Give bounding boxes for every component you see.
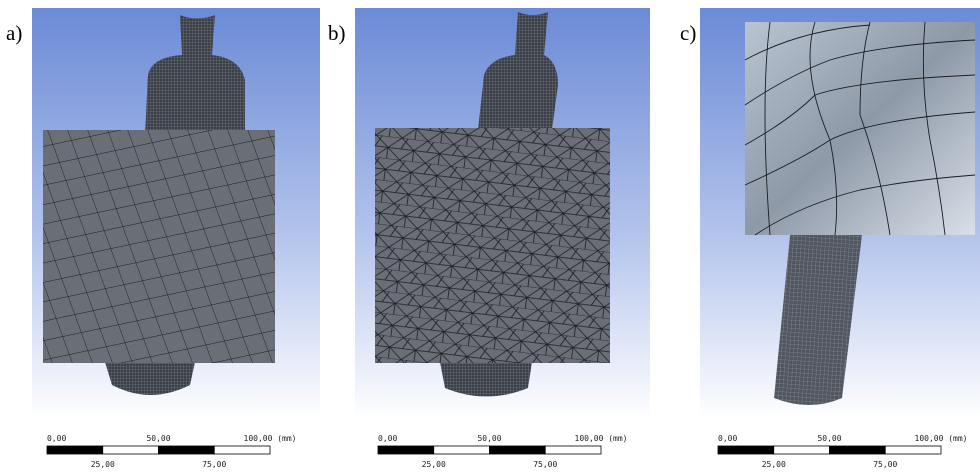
scale-label: 25,00: [422, 460, 446, 469]
panel-label: c): [680, 21, 696, 45]
scale-label: 100,00 (mm): [244, 434, 297, 443]
scale-segment: [47, 446, 103, 454]
mesh-zoom: [43, 130, 275, 363]
scale-segment: [159, 446, 215, 454]
scale-segment: [774, 446, 830, 454]
scale-label: 50,00: [146, 434, 170, 443]
scale-label: 75,00: [202, 460, 226, 469]
figure: a) 0,00 50,00 100,00 (mm) 25,00 75,00 b) 0,00 50…: [0, 0, 980, 475]
scale-segment: [434, 446, 490, 454]
scale-segment: [214, 446, 270, 454]
scale-segment: [378, 446, 434, 454]
panel-label: a): [6, 21, 22, 45]
scale-label: 75,00: [533, 460, 557, 469]
scale-segment: [103, 446, 159, 454]
scale-segment: [545, 446, 601, 454]
scale-segment: [718, 446, 774, 454]
scale-label: 25,00: [91, 460, 115, 469]
scale-label: 75,00: [873, 460, 897, 469]
mesh-zoom: [375, 128, 610, 363]
scale-label: 100,00 (mm): [915, 434, 968, 443]
scale-label: 0,00: [718, 434, 737, 443]
scale-label: 50,00: [477, 434, 501, 443]
scale-label: 50,00: [817, 434, 841, 443]
scale-segment: [885, 446, 941, 454]
scale-label: 0,00: [47, 434, 66, 443]
panel-label: b): [328, 21, 346, 45]
scale-label: 0,00: [378, 434, 397, 443]
scale-label: 100,00 (mm): [575, 434, 628, 443]
scale-segment: [830, 446, 886, 454]
scale-segment: [490, 446, 546, 454]
scale-label: 25,00: [762, 460, 786, 469]
